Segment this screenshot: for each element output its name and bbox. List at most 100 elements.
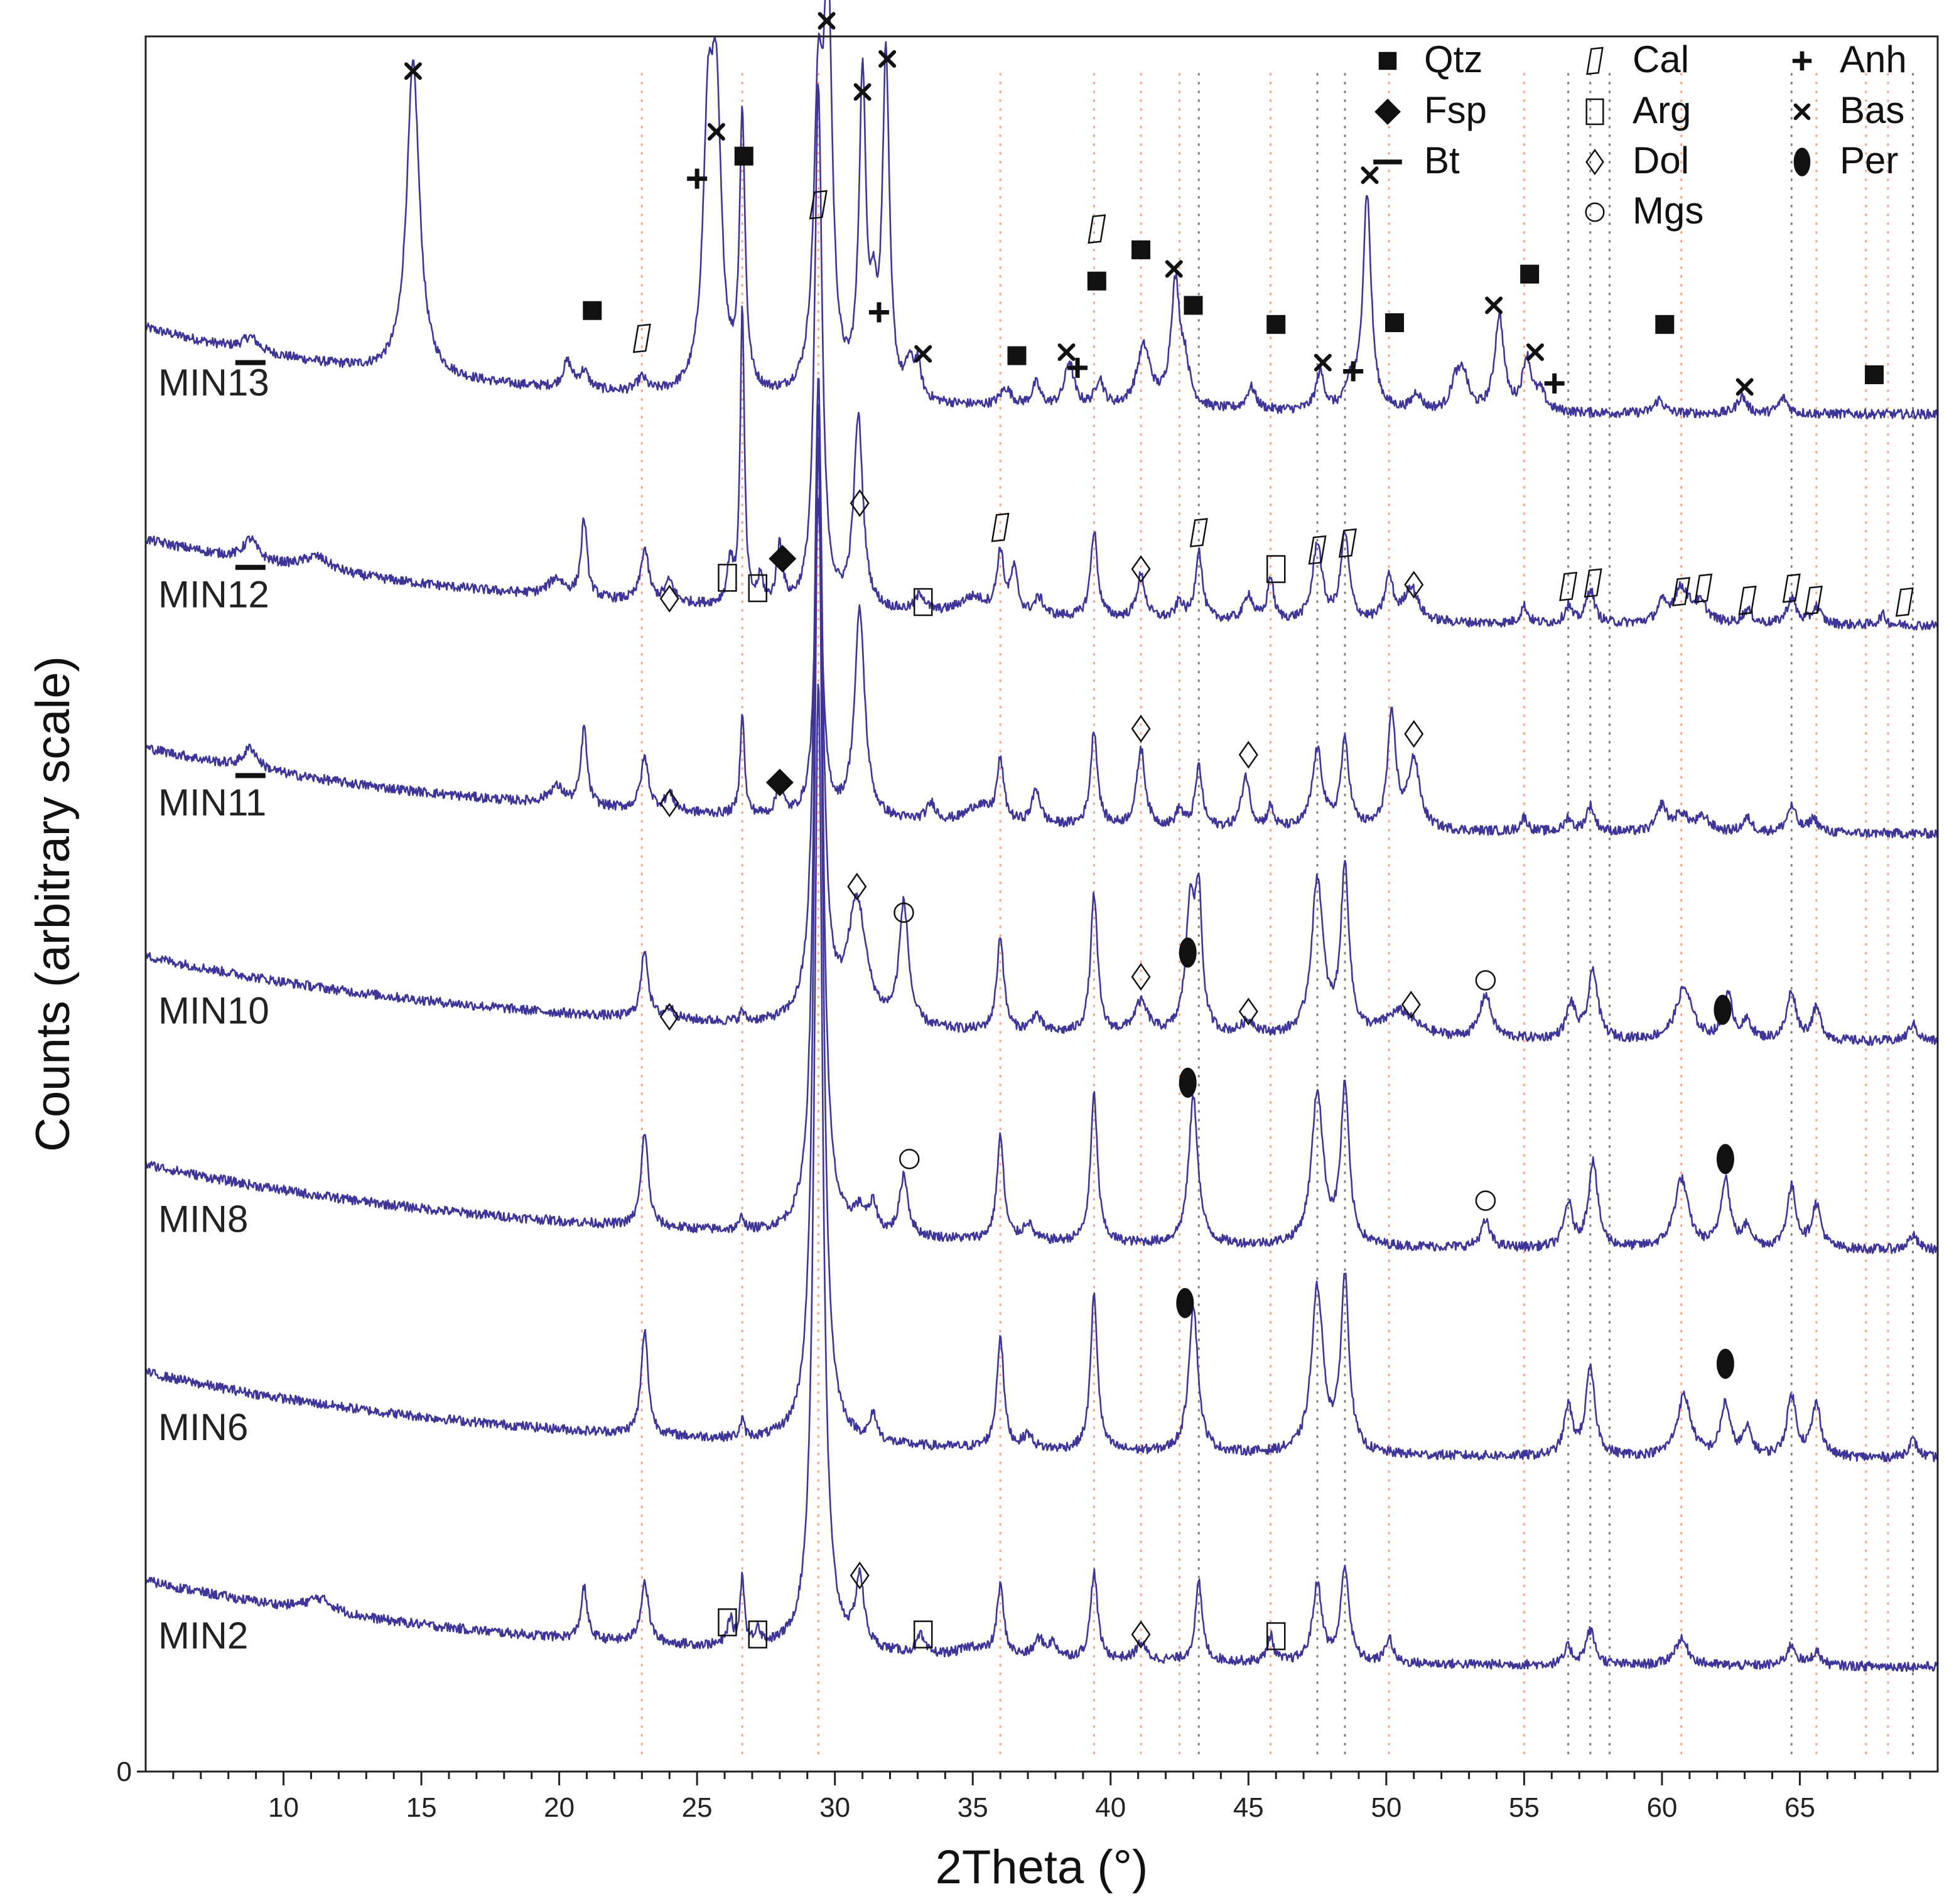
peak-marker-cal <box>1088 214 1106 244</box>
peak-marker-cal <box>1189 518 1208 547</box>
legend-label: Bas <box>1840 89 1904 131</box>
x-tick-label: 45 <box>1233 1792 1264 1823</box>
peak-marker-qtz <box>1184 296 1203 315</box>
cross-b <box>1361 166 1379 185</box>
sample-label: MIN6 <box>158 1406 248 1448</box>
cross-b <box>1057 343 1076 362</box>
legend-symbol-qtz <box>1378 51 1397 70</box>
series-line <box>144 436 1938 1463</box>
legend-symbol-fsp <box>1374 99 1401 125</box>
x-tick-label: 10 <box>268 1792 299 1823</box>
cross-b <box>914 345 932 363</box>
peak-marker-dol <box>659 789 679 817</box>
sample-label: MIN13 <box>158 362 269 404</box>
peak-marker-bas <box>878 50 897 68</box>
x-tick-label: 25 <box>682 1792 713 1823</box>
peak-marker-bas <box>404 62 422 80</box>
peak-marker-fsp <box>769 544 797 573</box>
legend-label: Anh <box>1840 38 1907 80</box>
peak-marker-per <box>1716 1348 1734 1379</box>
peak-marker-bas <box>1735 378 1754 396</box>
y-axis-title: Counts (arbitrary scale) <box>26 656 80 1152</box>
peak-marker-arg <box>748 1620 768 1649</box>
sample-label: MIN10 <box>158 990 269 1032</box>
plus-v <box>694 168 699 189</box>
peak-marker-qtz <box>1865 365 1884 384</box>
x-tick-label: 30 <box>819 1792 850 1823</box>
x-tick-label: 65 <box>1784 1792 1815 1823</box>
peak-marker-dol <box>1131 555 1151 583</box>
x-tick-label: 15 <box>406 1792 437 1823</box>
peak-marker-anh <box>1544 373 1565 394</box>
peak-marker-qtz <box>1131 240 1151 259</box>
peak-marker-arg <box>748 574 768 603</box>
peak-marker-qtz <box>1520 264 1540 284</box>
legend-label: Qtz <box>1424 38 1482 80</box>
sample-label: MIN12 <box>158 573 269 615</box>
peak-marker-dol <box>659 584 679 613</box>
plus-v <box>1552 373 1557 394</box>
cross-b <box>1485 296 1503 315</box>
peak-marker-per <box>1716 1144 1734 1175</box>
legend-symbol-cal <box>1586 46 1604 75</box>
peak-marker-arg <box>1266 555 1286 583</box>
peak-marker-bas <box>818 12 836 30</box>
legend-symbol-dol <box>1585 148 1604 176</box>
peak-marker-bas <box>1314 353 1332 372</box>
legend-label: Mgs <box>1633 190 1703 232</box>
plus-v <box>1075 357 1080 378</box>
x-axis-title: 2Theta (°) <box>936 1841 1148 1894</box>
legend-label: Fsp <box>1424 89 1487 131</box>
peak-marker-arg <box>1266 1622 1286 1650</box>
series-line <box>144 83 1938 631</box>
legend-label: Cal <box>1633 38 1689 80</box>
peak-marker-cal <box>1694 573 1713 603</box>
sample-label: MIN8 <box>158 1198 248 1240</box>
series-line <box>144 683 1938 1672</box>
plot-frame <box>144 35 1939 1773</box>
x-tick-label: 20 <box>544 1792 575 1823</box>
plus-v <box>877 302 882 323</box>
peak-marker-qtz <box>1655 315 1675 334</box>
peak-marker-dol <box>1131 1620 1151 1649</box>
peak-marker-dol <box>847 873 867 901</box>
peak-marker-bas <box>1057 343 1076 362</box>
legend-label: Per <box>1840 139 1898 181</box>
peak-marker-anh <box>687 168 708 189</box>
x-tick-label: 60 <box>1646 1792 1677 1823</box>
legend-symbol-anh <box>1792 51 1812 71</box>
legend-symbol-per <box>1793 148 1811 176</box>
peak-marker-cal <box>1782 573 1801 603</box>
peak-marker-dol <box>1238 998 1258 1026</box>
cross-b <box>878 50 897 68</box>
peak-marker-dol <box>1404 719 1424 748</box>
peak-marker-dol <box>1131 714 1151 743</box>
peak-marker-cal <box>632 323 651 353</box>
legend-symbol-bt <box>1373 159 1402 164</box>
cross-b <box>853 83 872 101</box>
series-line <box>144 0 1938 420</box>
cross-b <box>1165 260 1183 278</box>
peak-marker-bt <box>235 360 266 365</box>
peak-marker-per <box>1179 1067 1197 1098</box>
legend-label: Dol <box>1633 139 1689 181</box>
peak-marker-qtz <box>1385 313 1405 333</box>
peak-marker-mgs <box>893 902 914 923</box>
peak-marker-mgs <box>899 1149 920 1170</box>
peak-marker-arg <box>718 1608 737 1637</box>
legend-label: Arg <box>1633 89 1691 131</box>
legend-symbol-mgs <box>1585 202 1605 222</box>
sample-label: MIN2 <box>158 1615 248 1657</box>
peak-marker-dol <box>1401 991 1421 1019</box>
y-tick-label: 0 <box>117 1756 132 1787</box>
cross-b <box>404 62 422 80</box>
cross-b <box>1735 378 1754 396</box>
cross-b <box>818 12 836 30</box>
peak-marker-per <box>1179 937 1197 968</box>
peak-marker-arg <box>718 564 737 592</box>
peak-marker-cal <box>1895 587 1914 617</box>
peak-marker-anh <box>1067 357 1088 378</box>
peak-marker-qtz <box>583 301 602 320</box>
peak-marker-cal <box>1672 577 1691 606</box>
